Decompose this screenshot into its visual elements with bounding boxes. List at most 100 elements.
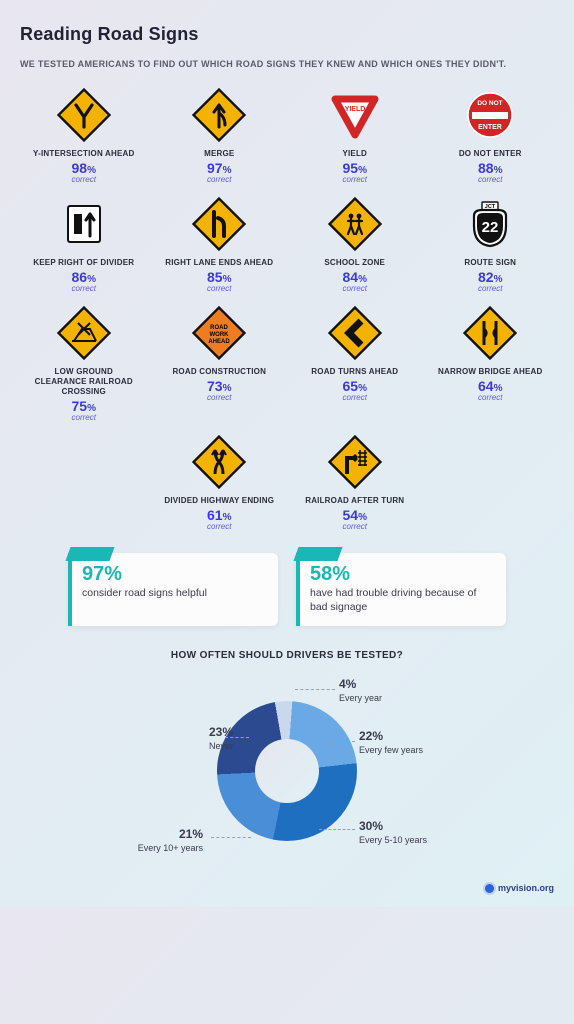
sign-label: MERGE xyxy=(204,149,234,159)
stat-pct: 97% xyxy=(82,563,264,586)
sign-pct: 61% xyxy=(207,507,231,523)
sign-correct-label: correct xyxy=(343,522,367,531)
sign-correct-label: correct xyxy=(207,393,231,402)
donut-leader xyxy=(225,737,249,738)
sign-correct-label: correct xyxy=(72,284,96,293)
sign-label: ROAD CONSTRUCTION xyxy=(172,367,266,377)
sign-merge: MERGE 97% correct xyxy=(156,87,284,184)
sign-pct: 88% xyxy=(478,160,502,176)
sign-label: RIGHT LANE ENDS AHEAD xyxy=(165,258,273,268)
road-turns-icon xyxy=(327,305,383,361)
sign-pct: 95% xyxy=(343,160,367,176)
sign-school-zone: SCHOOL ZONE 84% correct xyxy=(291,196,419,293)
donut-leader xyxy=(329,741,355,742)
road-construction-icon: ROAD WORK AHEAD xyxy=(191,305,247,361)
stat-desc: consider road signs helpful xyxy=(82,586,264,600)
sign-yield: YIELD YIELD 95% correct xyxy=(291,87,419,184)
sign-pct: 73% xyxy=(207,378,231,394)
sign-keep-right: KEEP RIGHT OF DIVIDER 86% correct xyxy=(20,196,148,293)
stat-box-helpful: 97% consider road signs helpful xyxy=(68,553,278,626)
sign-label: LOW GROUND CLEARANCE RAILROAD CROSSING xyxy=(29,367,139,397)
sign-label: DIVIDED HIGHWAY ENDING xyxy=(164,496,274,506)
route-sign-icon: JCT 22 xyxy=(462,196,518,252)
sign-do-not-enter: DO NOT ENTER DO NOT ENTER 88% correct xyxy=(427,87,555,184)
sign-pct: 64% xyxy=(478,378,502,394)
keep-right-icon xyxy=(56,196,112,252)
sign-correct-label: correct xyxy=(343,284,367,293)
donut-leader xyxy=(319,829,355,830)
sign-road-construction: ROAD WORK AHEAD ROAD CONSTRUCTION 73% co… xyxy=(156,305,284,422)
sign-label: DO NOT ENTER xyxy=(459,149,522,159)
stat-box-trouble: 58% have had trouble driving because of … xyxy=(296,553,506,626)
footer-text: myvision.org xyxy=(498,883,554,893)
sign-narrow-bridge: NARROW BRIDGE AHEAD 64% correct xyxy=(427,305,555,422)
railroad-after-turn-icon xyxy=(327,434,383,490)
svg-text:ENTER: ENTER xyxy=(478,124,502,131)
donut-section: HOW OFTEN SHOULD DRIVERS BE TESTED? 4%Ev… xyxy=(20,650,554,871)
divided-hwy-end-icon xyxy=(191,434,247,490)
donut-label: 22%Every few years xyxy=(359,729,423,756)
brand-dot-icon xyxy=(485,884,494,893)
sign-correct-label: correct xyxy=(343,393,367,402)
merge-icon xyxy=(191,87,247,143)
donut-label: 4%Every year xyxy=(339,677,382,704)
sign-pct: 54% xyxy=(343,507,367,523)
sign-pct: 82% xyxy=(478,269,502,285)
svg-text:22: 22 xyxy=(482,219,499,236)
donut-label: 30%Every 5-10 years xyxy=(359,819,427,846)
do-not-enter-icon: DO NOT ENTER xyxy=(462,87,518,143)
sign-right-lane-ends: RIGHT LANE ENDS AHEAD 85% correct xyxy=(156,196,284,293)
sign-pct: 98% xyxy=(72,160,96,176)
page-title: Reading Road Signs xyxy=(20,24,554,45)
stat-desc: have had trouble driving because of bad … xyxy=(310,586,492,614)
svg-text:ROAD: ROAD xyxy=(210,325,228,331)
sign-label: KEEP RIGHT OF DIVIDER xyxy=(33,258,134,268)
narrow-bridge-icon xyxy=(462,305,518,361)
sign-label: ROUTE SIGN xyxy=(464,258,516,268)
sign-pct: 85% xyxy=(207,269,231,285)
sign-correct-label: correct xyxy=(72,413,96,422)
sign-correct-label: correct xyxy=(478,393,502,402)
subtitle: WE TESTED AMERICANS TO FIND OUT WHICH RO… xyxy=(20,59,554,69)
sign-pct: 86% xyxy=(72,269,96,285)
yield-icon: YIELD xyxy=(327,87,383,143)
sign-correct-label: correct xyxy=(72,175,96,184)
sign-correct-label: correct xyxy=(478,284,502,293)
school-zone-icon xyxy=(327,196,383,252)
sign-pct: 84% xyxy=(343,269,367,285)
sign-road-turns: ROAD TURNS AHEAD 65% correct xyxy=(291,305,419,422)
signs-grid: Y-INTERSECTION AHEAD 98% correct MERGE 9… xyxy=(20,87,554,531)
sign-label: SCHOOL ZONE xyxy=(324,258,385,268)
sign-pct: 65% xyxy=(343,378,367,394)
railroad-clearance-icon xyxy=(56,305,112,361)
donut-chart: 4%Every year 22%Every few years 30%Every 5… xyxy=(107,671,467,871)
sign-correct-label: correct xyxy=(207,522,231,531)
stat-pct: 58% xyxy=(310,563,492,586)
y-intersection-icon xyxy=(56,87,112,143)
donut-leader xyxy=(295,689,335,690)
sign-pct: 97% xyxy=(207,160,231,176)
svg-text:YIELD: YIELD xyxy=(344,106,365,113)
sign-railroad-after-turn: RAILROAD AFTER TURN 54% correct xyxy=(291,434,419,531)
sign-correct-label: correct xyxy=(478,175,502,184)
svg-text:WORK: WORK xyxy=(210,332,230,338)
sign-label: RAILROAD AFTER TURN xyxy=(305,496,404,506)
sign-correct-label: correct xyxy=(207,284,231,293)
sign-y-intersection: Y-INTERSECTION AHEAD 98% correct xyxy=(20,87,148,184)
donut-label: 23%Never xyxy=(209,725,233,752)
svg-text:AHEAD: AHEAD xyxy=(209,339,231,345)
sign-label: NARROW BRIDGE AHEAD xyxy=(438,367,542,377)
sign-label: YIELD xyxy=(342,149,367,159)
sign-railroad-clearance: LOW GROUND CLEARANCE RAILROAD CROSSING 7… xyxy=(20,305,148,422)
sign-pct: 75% xyxy=(72,398,96,414)
svg-text:DO NOT: DO NOT xyxy=(478,100,503,107)
donut-title: HOW OFTEN SHOULD DRIVERS BE TESTED? xyxy=(20,650,554,661)
donut-label: 21%Every 10+ years xyxy=(138,827,203,854)
sign-divided-hwy-end: DIVIDED HIGHWAY ENDING 61% correct xyxy=(156,434,284,531)
right-lane-ends-icon xyxy=(191,196,247,252)
sign-label: ROAD TURNS AHEAD xyxy=(311,367,398,377)
donut-leader xyxy=(211,837,251,838)
sign-correct-label: correct xyxy=(343,175,367,184)
sign-correct-label: correct xyxy=(207,175,231,184)
sign-label: Y-INTERSECTION AHEAD xyxy=(33,149,135,159)
